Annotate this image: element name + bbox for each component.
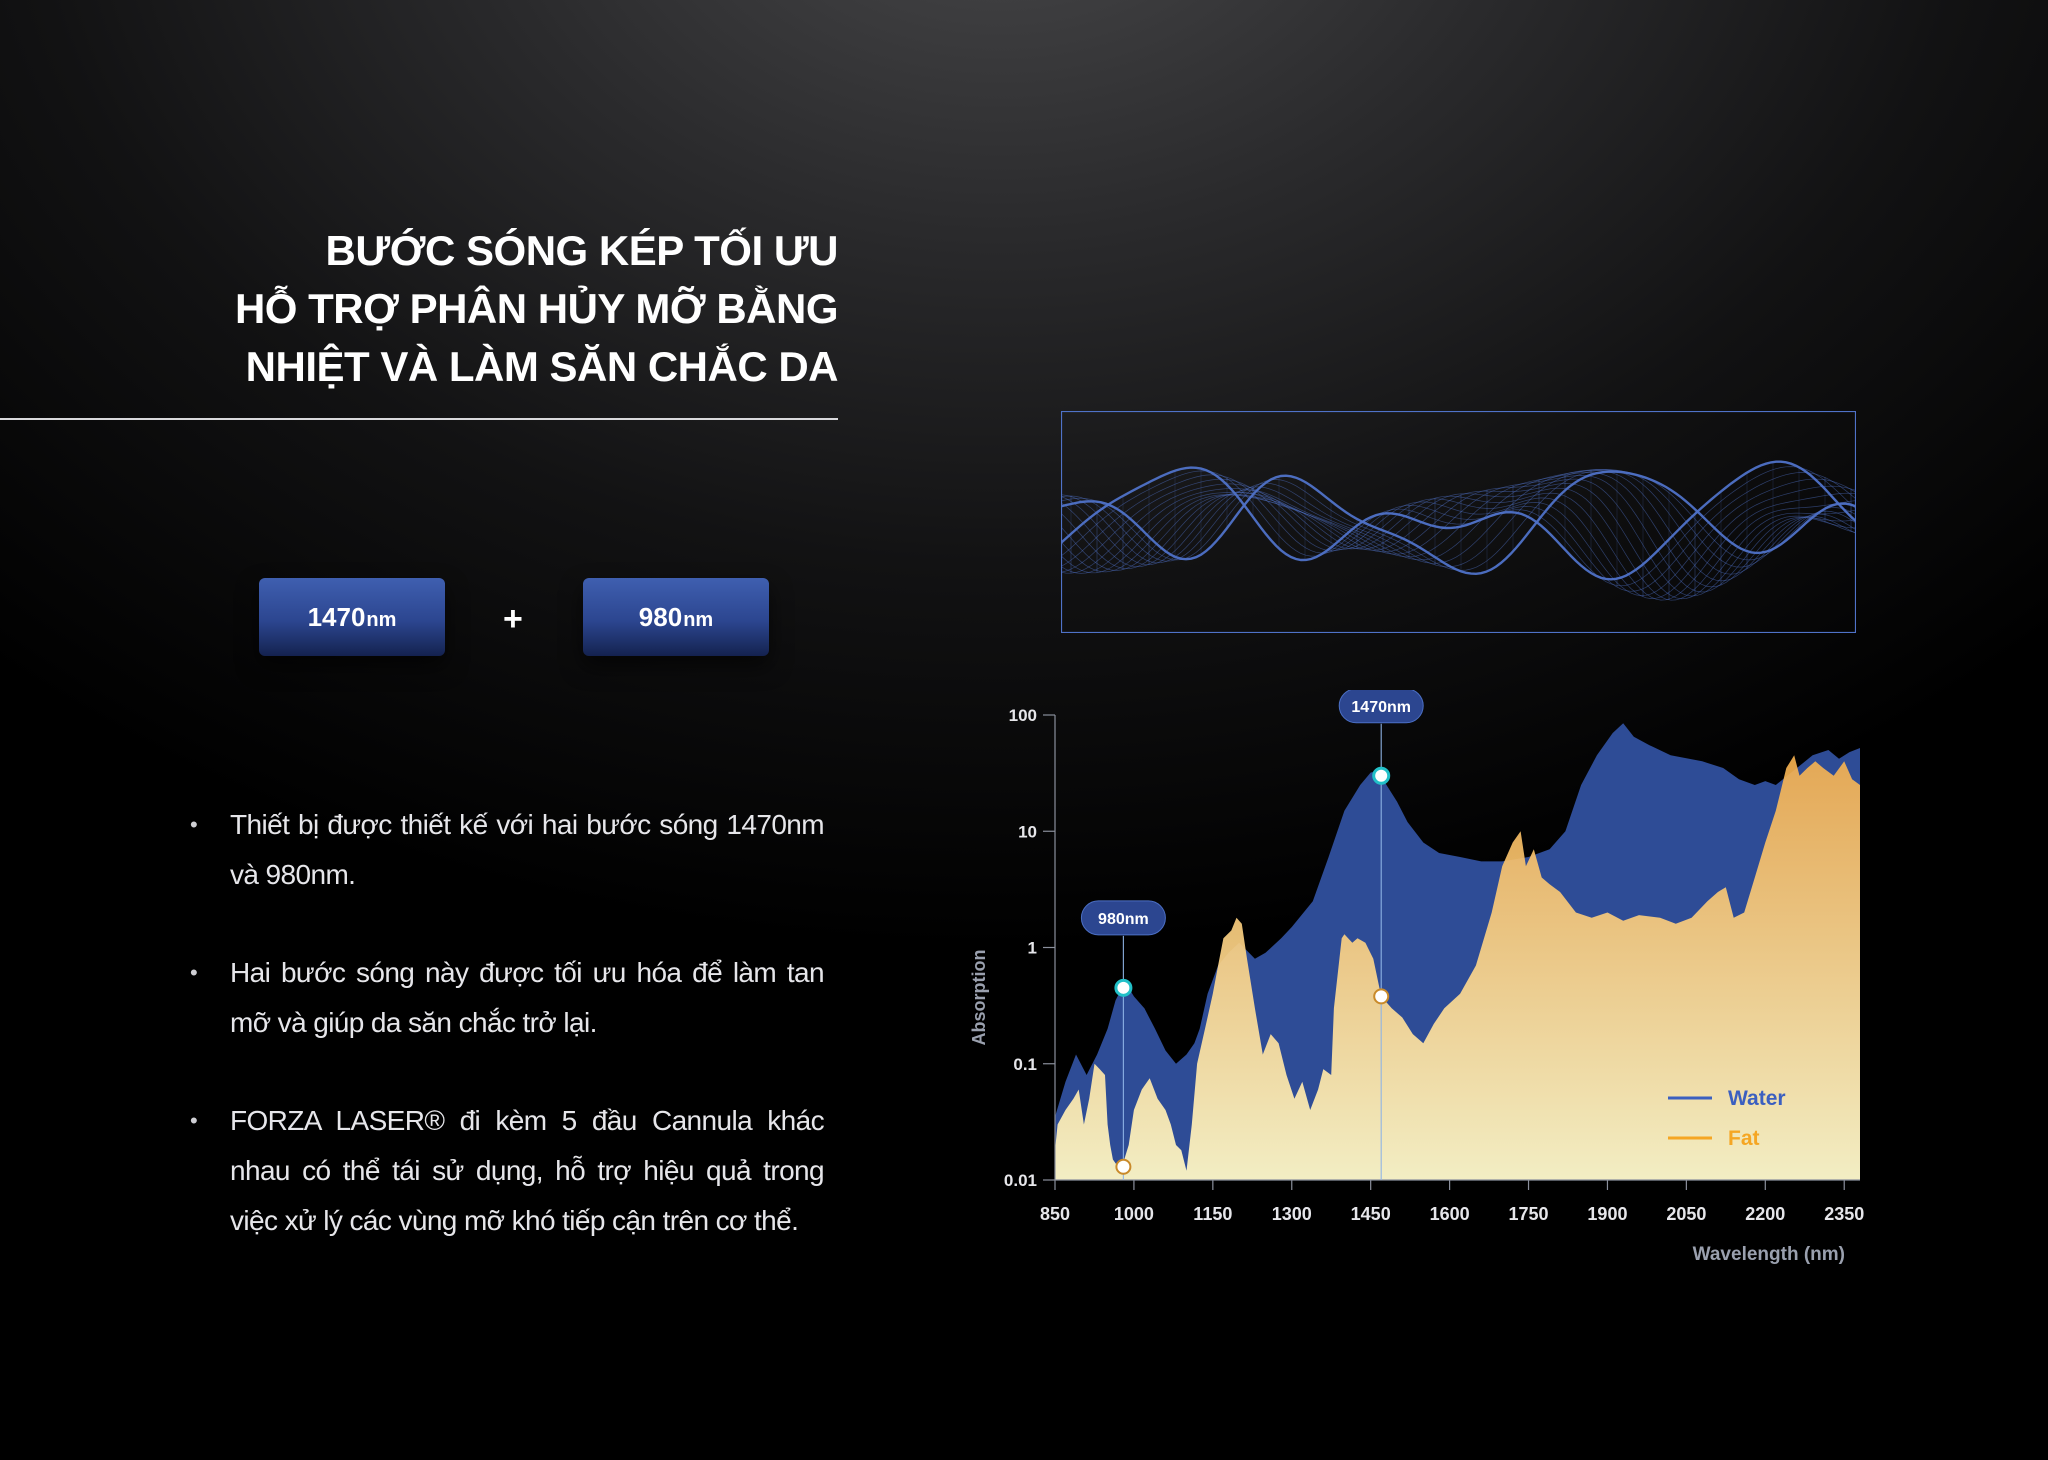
wave-line xyxy=(1061,483,1856,599)
list-item: • FORZA LASER® đi kèm 5 đầu Cannula khác … xyxy=(190,1096,825,1246)
water-marker xyxy=(1372,766,1391,785)
badge-unit: nm xyxy=(366,608,397,631)
bullet-dot: • xyxy=(190,812,198,837)
list-item-text: Thiết bị được thiết kế với hai bước sóng… xyxy=(230,809,825,890)
annotation-callout xyxy=(1080,900,1166,936)
list-item: • Hai bước sóng này được tối ưu hóa để là… xyxy=(190,948,825,1048)
absorption-chart: 0.01 0.1 1 10 100 850 1000 1150 1300 1450 1600 1750… xyxy=(969,690,1864,1265)
x-axis-label: Wavelength (nm) xyxy=(1693,1244,1845,1265)
y-tick-label: 0.1 xyxy=(1013,1055,1037,1074)
fat-marker xyxy=(1373,988,1390,1005)
x-tick-label: 1300 xyxy=(1272,1204,1312,1224)
badge-value: 980 xyxy=(638,601,683,632)
x-tick-label: 1900 xyxy=(1587,1204,1627,1224)
annotation-label: 1470nm xyxy=(1351,699,1411,716)
list-item-text: Hai bước sóng này được tối ưu hóa để làm… xyxy=(230,957,825,1038)
wave-line xyxy=(1061,478,1856,596)
plus-sign: + xyxy=(503,600,523,638)
wave-line xyxy=(1061,483,1856,600)
series-fat-area xyxy=(1055,755,1860,1180)
x-tick-label: 850 xyxy=(1040,1204,1070,1224)
wave-line xyxy=(1061,460,1856,581)
bullet-dot: • xyxy=(190,960,198,985)
fat-marker xyxy=(1115,1158,1132,1175)
x-tick-label: 1000 xyxy=(1114,1204,1154,1224)
x-tick-label: 1150 xyxy=(1193,1204,1232,1224)
page-title: BƯỚC SÓNG KÉP TỐI ƯU HỖ TRỢ PHÂN HỦY MỠ … xyxy=(234,222,839,396)
annotation-callout xyxy=(1338,690,1424,724)
x-tick-label: 1600 xyxy=(1430,1204,1470,1224)
wave-mesh-illustration xyxy=(1061,411,1856,633)
wavelength-badge-980: 980 nm xyxy=(583,578,769,656)
x-tick-label: 2200 xyxy=(1745,1204,1785,1224)
legend-water-label: Water xyxy=(1728,1087,1786,1110)
x-tick-label: 1450 xyxy=(1351,1204,1391,1224)
title-line: NHIỆT VÀ LÀM SĂN CHẮC DA xyxy=(245,343,839,390)
badge-value: 1470 xyxy=(307,601,366,632)
y-tick-label: 10 xyxy=(1018,822,1037,841)
annotation-label: 980nm xyxy=(1098,911,1149,928)
badge-unit: nm xyxy=(683,608,714,631)
wave-line xyxy=(1061,466,1856,587)
wave-frame xyxy=(1061,411,1856,633)
list-item: • Thiết bị được thiết kế với hai bước són… xyxy=(190,800,825,900)
y-tick-label: 0.01 xyxy=(1004,1171,1037,1190)
title-line: HỖ TRỢ PHÂN HỦY MỠ BẰNG xyxy=(234,285,839,332)
list-item-text: FORZA LASER® đi kèm 5 đầu Cannula khác n… xyxy=(230,1105,825,1236)
wavelength-badge-1470: 1470 nm xyxy=(259,578,445,656)
wave-line xyxy=(1061,469,1856,568)
wave-line xyxy=(1061,472,1856,592)
bullet-dot: • xyxy=(190,1108,198,1133)
wave-line xyxy=(1061,469,1856,575)
water-marker xyxy=(1114,978,1133,997)
feature-list: • Thiết bị được thiết kế với hai bước són… xyxy=(190,800,825,1246)
wave-line xyxy=(1061,470,1856,576)
wave-line xyxy=(1061,487,1856,601)
y-axis-label: Absorption xyxy=(969,950,989,1046)
title-line: BƯỚC SÓNG KÉP TỐI ƯU xyxy=(325,227,839,274)
legend-fat-label: Fat xyxy=(1728,1127,1760,1150)
x-tick-label: 2050 xyxy=(1666,1204,1706,1224)
wave-line xyxy=(1061,470,1856,582)
wave-line xyxy=(1061,475,1856,593)
x-tick-label: 2350 xyxy=(1824,1204,1864,1224)
wave-line xyxy=(1061,488,1856,601)
wave-line xyxy=(1061,469,1856,571)
y-tick-label: 100 xyxy=(1009,706,1037,725)
y-tick-label: 1 xyxy=(1028,939,1037,958)
x-tick-label: 1750 xyxy=(1509,1204,1549,1224)
title-divider xyxy=(0,418,838,420)
